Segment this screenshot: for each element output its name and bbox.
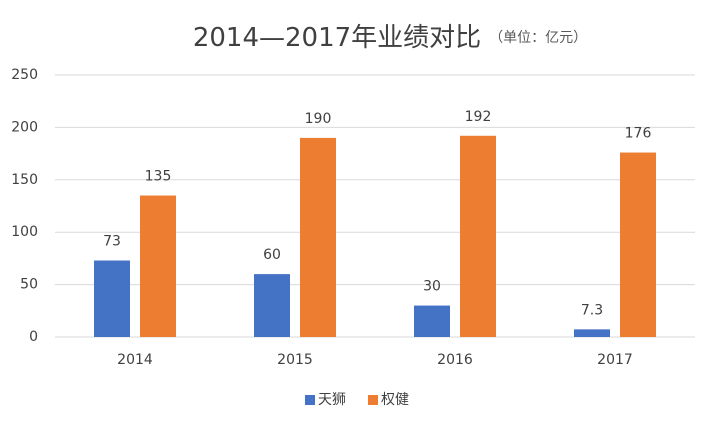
chart-title: 2014—2017年业绩对比 bbox=[193, 23, 481, 53]
data-label: 135 bbox=[145, 169, 172, 185]
chart-subtitle: （单位：亿元） bbox=[489, 30, 587, 46]
data-label: 192 bbox=[465, 109, 492, 125]
chart-title-group: 2014—2017年业绩对比 （单位：亿元） bbox=[193, 23, 587, 53]
bar bbox=[460, 135, 496, 337]
y-tick-label: 0 bbox=[29, 329, 38, 345]
bar bbox=[620, 152, 656, 337]
y-tick-label: 50 bbox=[20, 277, 38, 293]
legend-swatch bbox=[368, 395, 378, 405]
bar bbox=[574, 329, 610, 337]
data-label: 176 bbox=[625, 126, 652, 142]
data-label: 60 bbox=[263, 247, 281, 263]
y-tick-label: 250 bbox=[11, 67, 38, 83]
y-tick-label: 150 bbox=[11, 172, 38, 188]
y-tick-label: 100 bbox=[11, 224, 38, 240]
data-label: 7.3 bbox=[581, 302, 603, 318]
x-tick-label: 2015 bbox=[277, 352, 313, 368]
legend-label: 天狮 bbox=[318, 392, 346, 408]
y-tick-label: 200 bbox=[11, 119, 38, 135]
bar bbox=[94, 260, 130, 337]
bar bbox=[300, 137, 336, 337]
x-tick-label: 2014 bbox=[117, 352, 153, 368]
data-label: 190 bbox=[305, 111, 332, 127]
x-tick-label: 2016 bbox=[437, 352, 473, 368]
bar bbox=[414, 305, 450, 337]
x-tick-label: 2017 bbox=[597, 352, 633, 368]
legend-swatch bbox=[305, 395, 315, 405]
data-label: 30 bbox=[423, 279, 441, 295]
legend-label: 权健 bbox=[381, 392, 409, 408]
bar bbox=[254, 274, 290, 337]
bar bbox=[140, 195, 176, 337]
data-label: 73 bbox=[103, 233, 121, 249]
